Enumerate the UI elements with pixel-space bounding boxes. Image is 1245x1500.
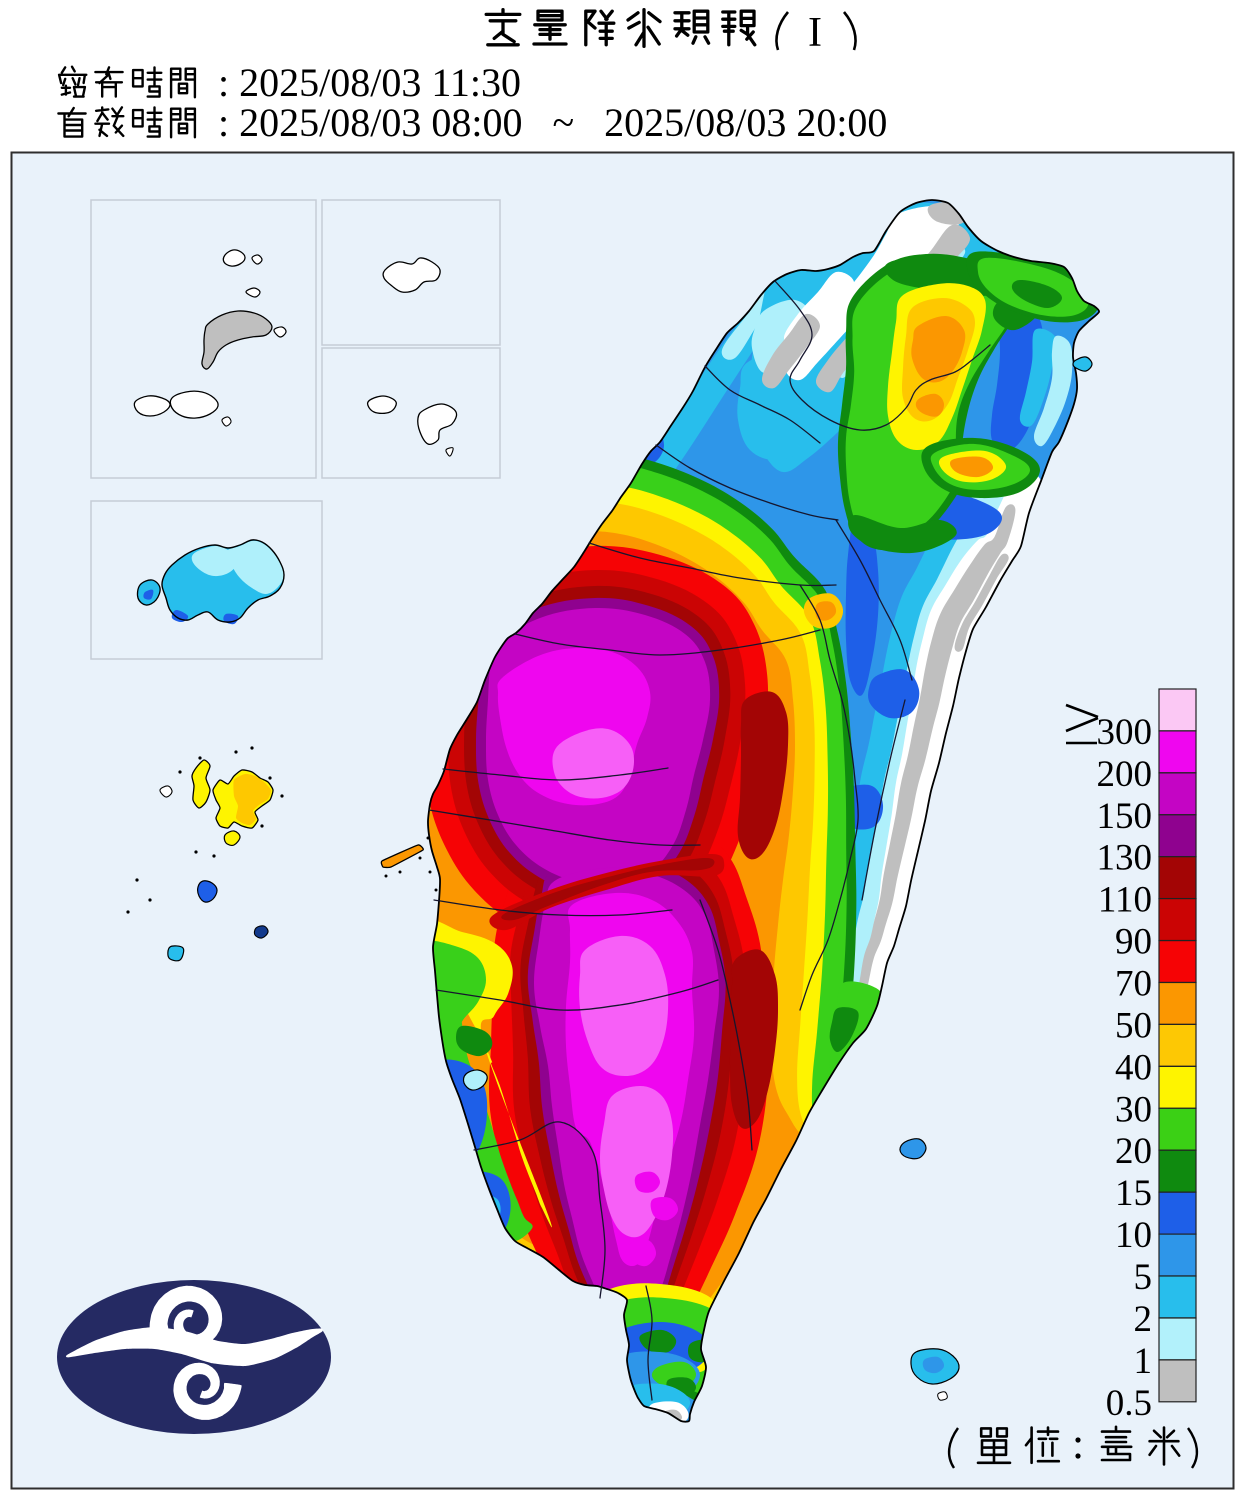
svg-text:50: 50: [1115, 1005, 1152, 1046]
svg-text:5: 5: [1134, 1257, 1153, 1298]
svg-text:40: 40: [1115, 1047, 1152, 1088]
svg-text:130: 130: [1097, 838, 1153, 879]
svg-text:200: 200: [1097, 754, 1153, 795]
svg-text:300: 300: [1097, 712, 1153, 753]
svg-text:: 2025/08/03 11:30: : 2025/08/03 11:30: [218, 60, 521, 105]
svg-text:70: 70: [1115, 964, 1152, 1005]
svg-text:110: 110: [1098, 880, 1152, 921]
svg-text:150: 150: [1097, 796, 1153, 837]
svg-text:I: I: [808, 10, 822, 56]
svg-text:0.5: 0.5: [1106, 1383, 1152, 1424]
svg-text:20: 20: [1115, 1131, 1152, 1172]
svg-text:90: 90: [1115, 922, 1152, 963]
svg-text:2: 2: [1134, 1299, 1153, 1340]
svg-text:: 2025/08/03 08:00 ~ 2025/08: : 2025/08/03 08:00 ~ 2025/08/03 20:00: [218, 100, 887, 145]
svg-text:30: 30: [1115, 1089, 1152, 1130]
svg-text:15: 15: [1115, 1173, 1152, 1214]
svg-text:1: 1: [1134, 1341, 1153, 1382]
svg-text:10: 10: [1115, 1215, 1152, 1256]
